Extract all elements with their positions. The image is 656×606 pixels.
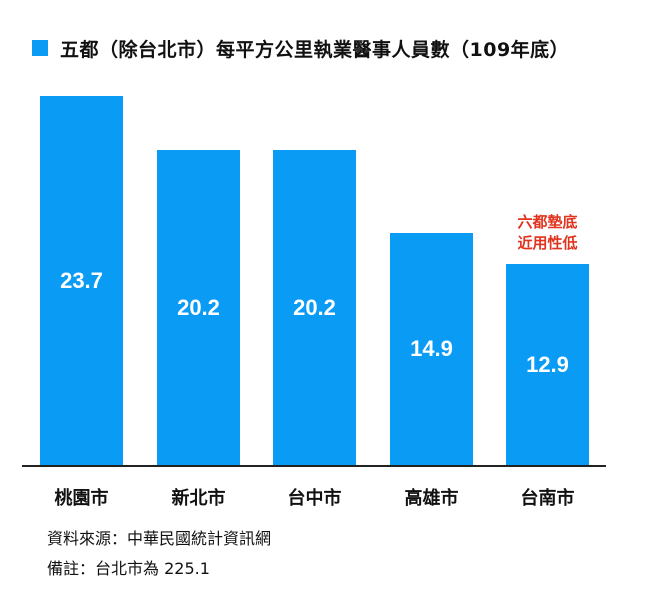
bar-value-label: 20.2 — [177, 294, 220, 320]
x-tick-label: 台中市 — [287, 488, 342, 509]
bar-value-label: 14.9 — [410, 336, 453, 361]
annotation-lowest: 六都墊底 近用性低 — [488, 212, 608, 254]
x-axis-line — [22, 465, 606, 467]
bar-1: 20.2 — [157, 150, 240, 465]
bar-0: 23.7 — [40, 96, 123, 465]
chart-legend: 五都（除台北市）每平方公里執業醫事人員數（109年底） — [32, 36, 570, 61]
annotation-line-1: 六都墊底 — [517, 213, 578, 231]
legend-swatch — [32, 40, 48, 56]
x-tick-label: 高雄市 — [404, 488, 459, 509]
chart-title: 五都（除台北市）每平方公里執業醫事人員數（109年底） — [60, 38, 570, 61]
x-tick-label: 桃園市 — [54, 488, 109, 509]
bar-value-label: 20.2 — [293, 294, 336, 320]
annotation-line-2: 近用性低 — [517, 234, 578, 252]
data-source-note: 資料來源：中華民國統計資訊網 — [47, 529, 272, 548]
bar-value-label: 12.9 — [526, 351, 569, 377]
bar-4: 12.9 — [506, 264, 589, 465]
bar-value-label: 23.7 — [60, 267, 103, 293]
x-tick-label: 台南市 — [520, 488, 575, 509]
x-tick-label: 新北市 — [171, 488, 226, 509]
bar-3: 14.9 — [390, 233, 473, 465]
remark-note: 備註：台北市為 225.1 — [47, 559, 210, 578]
bar-2: 20.2 — [273, 150, 356, 465]
